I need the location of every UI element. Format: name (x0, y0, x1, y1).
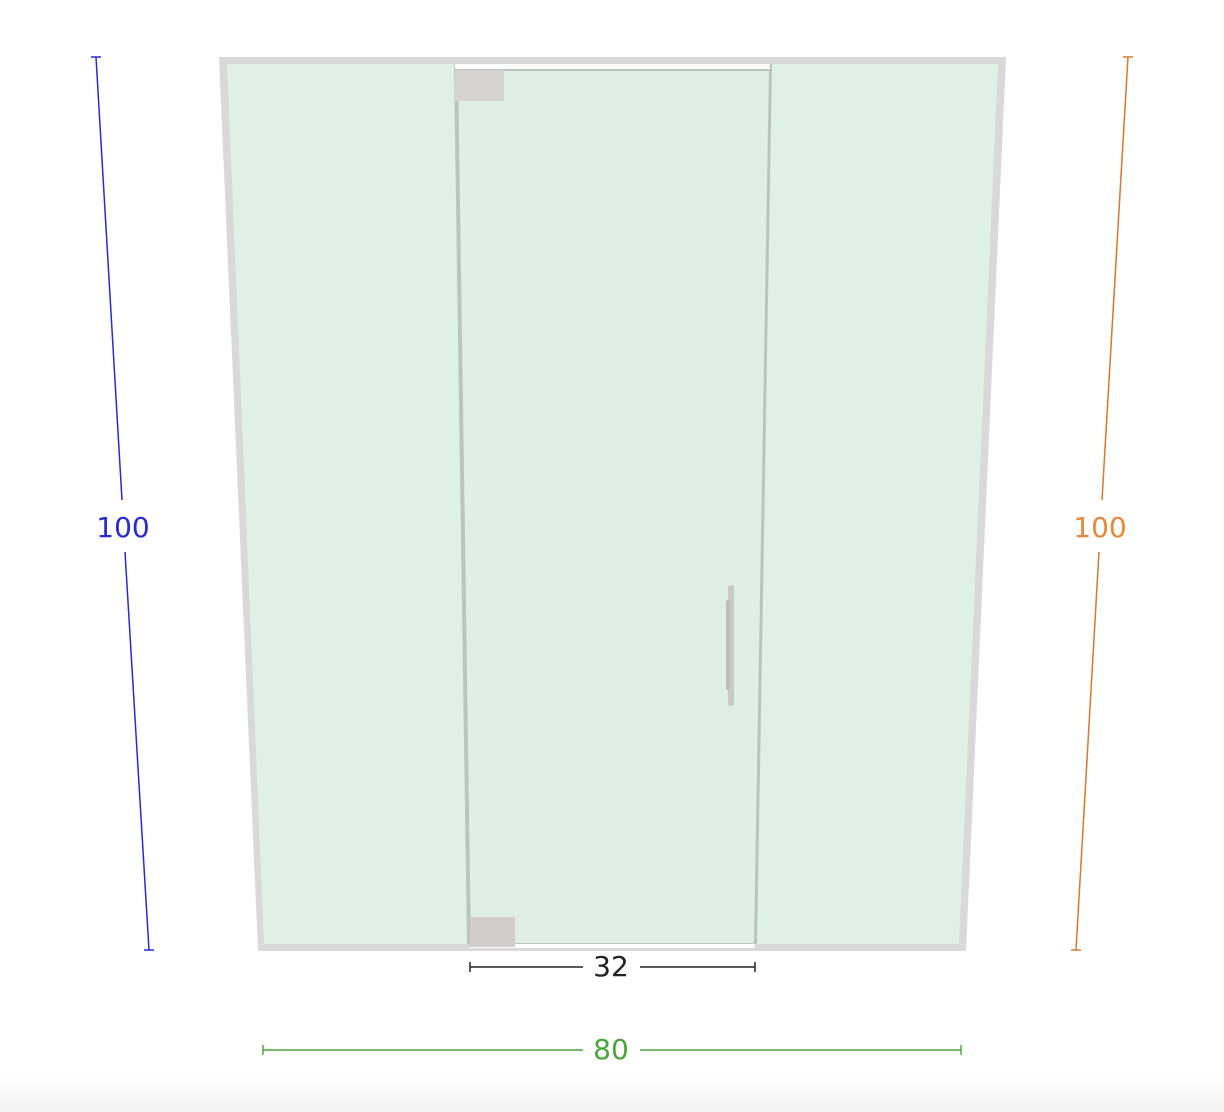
left-panel-seam (454, 63, 469, 945)
left-height-label: 100 (96, 511, 149, 544)
right-height-dimension: 100 (1071, 56, 1133, 951)
door-width-label: 32 (593, 950, 629, 983)
total-width-dimension: 80 (262, 1033, 962, 1066)
left-height-dimension: 100 (91, 56, 154, 951)
pull-handle-icon (726, 585, 734, 706)
total-width-label: 80 (593, 1033, 629, 1066)
top-hinge (455, 70, 504, 101)
door-bottom-gap (470, 944, 755, 948)
right-height-label: 100 (1073, 511, 1126, 544)
door-width-dimension: 32 (469, 950, 756, 983)
right-panel-seam (755, 63, 772, 945)
bottom-hinge (470, 917, 515, 947)
door-top-gap (455, 64, 772, 69)
door-panel[interactable] (455, 69, 772, 945)
